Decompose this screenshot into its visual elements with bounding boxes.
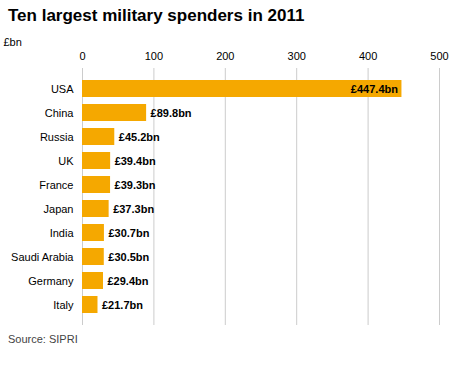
svg-text:£30.5bn: £30.5bn bbox=[108, 251, 149, 263]
svg-text:France: France bbox=[39, 179, 73, 191]
html-text:Ten largest military spenders: Ten largest military spenders in 2011 bbox=[8, 6, 305, 25]
svg-text:500: 500 bbox=[430, 50, 448, 62]
svg-text:£29.4bn: £29.4bn bbox=[107, 275, 148, 287]
svg-text:100: 100 bbox=[145, 50, 163, 62]
svg-text:0: 0 bbox=[79, 50, 85, 62]
svg-text:£30.7bn: £30.7bn bbox=[108, 227, 149, 239]
svg-text:£89.8bn: £89.8bn bbox=[151, 107, 192, 119]
svg-text:£45.2bn: £45.2bn bbox=[119, 131, 160, 143]
svg-text:£21.7bn: £21.7bn bbox=[102, 299, 143, 311]
svg-text:UK: UK bbox=[58, 155, 74, 167]
svg-text:China: China bbox=[45, 107, 75, 119]
html-text:Source: SIPRI: Source: SIPRI bbox=[8, 333, 78, 345]
svg-text:Saudi Arabia: Saudi Arabia bbox=[11, 251, 74, 263]
svg-text:400: 400 bbox=[359, 50, 377, 62]
svg-text:£447.4bn: £447.4bn bbox=[351, 83, 398, 95]
svg-text:£39.4bn: £39.4bn bbox=[115, 155, 156, 167]
svg-text:Japan: Japan bbox=[44, 203, 74, 215]
svg-text:Germany: Germany bbox=[28, 275, 74, 287]
svg-text:India: India bbox=[50, 227, 75, 239]
svg-text:£bn: £bn bbox=[4, 36, 22, 48]
svg-text:Russia: Russia bbox=[40, 131, 75, 143]
svg-text:300: 300 bbox=[288, 50, 306, 62]
svg-text:£39.3bn: £39.3bn bbox=[115, 179, 156, 191]
svg-text:200: 200 bbox=[216, 50, 234, 62]
svg-text:USA: USA bbox=[51, 83, 74, 95]
svg-text:Italy: Italy bbox=[53, 299, 74, 311]
svg-text:£37.3bn: £37.3bn bbox=[113, 203, 154, 215]
